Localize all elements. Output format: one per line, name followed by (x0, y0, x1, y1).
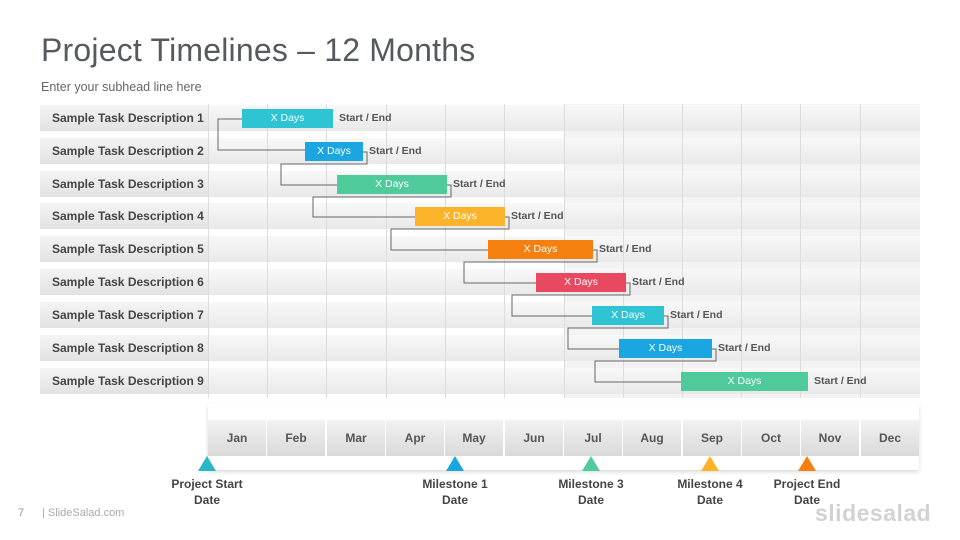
task-label: Sample Task Description 1 (40, 105, 208, 131)
task-connector (463, 249, 598, 284)
task-label: Sample Task Description 8 (40, 335, 208, 361)
task-bar[interactable]: X Days (337, 175, 447, 194)
milestone-label-line2: Date (193, 493, 220, 507)
task-row: Sample Task Description 3 (40, 171, 920, 197)
task-start-end-note: Start / End (511, 210, 564, 222)
month-label: May (445, 420, 503, 456)
task-connector (511, 282, 631, 317)
milestone-triangle-icon (446, 456, 464, 471)
milestone-label-line1: Project Start (171, 477, 243, 491)
task-start-end-note: Start / End (814, 375, 867, 387)
month-gridline (208, 104, 209, 398)
slide-subhead: Enter your subhead line here (41, 80, 202, 94)
month-gridline (386, 104, 387, 398)
task-start-end-note: Start / End (453, 178, 506, 190)
task-label: Sample Task Description 7 (40, 302, 208, 328)
task-start-end-note: Start / End (718, 342, 771, 354)
milestone-label: Milestone 4 Date (650, 476, 770, 508)
milestone-label-line1: Milestone 3 (558, 477, 624, 491)
milestone-label-line2: Date (696, 493, 723, 507)
month-label: Dec (861, 420, 919, 456)
milestone-triangle-icon (582, 456, 600, 471)
task-label: Sample Task Description 9 (40, 368, 208, 394)
task-row: Sample Task Description 6 (40, 269, 920, 295)
footer-brand: | SlideSalad.com (42, 507, 125, 519)
slidesalad-logo: slidesalad (815, 500, 932, 526)
task-label: Sample Task Description 3 (40, 171, 208, 197)
gantt-chart: Sample Task Description 1 Sample Task Des… (40, 104, 920, 398)
month-label: Jan (208, 420, 266, 456)
task-start-end-note: Start / End (599, 243, 652, 255)
task-start-end-note: Start / End (339, 112, 392, 124)
task-connector (390, 216, 510, 251)
month-gridline (682, 104, 683, 398)
month-label: Sep (683, 420, 741, 456)
milestone-label-line1: Milestone 1 (422, 477, 488, 491)
task-connector (217, 118, 305, 151)
task-start-end-note: Start / End (670, 309, 723, 321)
task-connectors (217, 118, 717, 383)
task-start-end-note: Start / End (632, 276, 685, 288)
month-label: Oct (742, 420, 800, 456)
task-bar[interactable]: X Days (242, 109, 333, 128)
milestone-label-line2: Date (577, 493, 604, 507)
month-label: Mar (327, 420, 385, 456)
milestone-label-line2: Date (441, 493, 468, 507)
milestone-label-line2: Date (793, 493, 820, 507)
month-gridline (623, 104, 624, 398)
task-label: Sample Task Description 6 (40, 269, 208, 295)
milestone-label: Project Start Date (147, 476, 267, 508)
task-bar[interactable]: X Days (488, 240, 593, 259)
task-label: Sample Task Description 4 (40, 203, 208, 229)
month-label: Nov (801, 420, 859, 456)
task-connector (280, 151, 368, 186)
task-connector (594, 348, 717, 383)
task-bar[interactable]: X Days (592, 306, 664, 325)
slide-title: Project Timelines – 12 Months (41, 32, 476, 68)
task-bar[interactable]: X Days (681, 372, 808, 391)
milestone-label: Milestone 1 Date (395, 476, 515, 508)
month-gridline (741, 104, 742, 398)
task-row: Sample Task Description 1 (40, 105, 920, 131)
month-label: Jun (505, 420, 563, 456)
milestone-label-line1: Project End (773, 477, 841, 491)
month-label: Feb (267, 420, 325, 456)
task-start-end-note: Start / End (369, 145, 422, 157)
month-gridline (445, 104, 446, 398)
month-label: Aug (623, 420, 681, 456)
month-label: Apr (386, 420, 444, 456)
task-bar[interactable]: X Days (536, 273, 626, 292)
task-connector (312, 184, 452, 218)
task-bar[interactable]: X Days (619, 339, 712, 358)
task-row: Sample Task Description 8 (40, 335, 920, 361)
task-bar[interactable]: X Days (415, 207, 505, 226)
task-bar[interactable]: X Days (305, 142, 363, 161)
milestone-triangle-icon (198, 456, 216, 471)
month-gridline (800, 104, 801, 398)
task-row: Sample Task Description 7 (40, 302, 920, 328)
month-gridline (326, 104, 327, 398)
month-label: Jul (564, 420, 622, 456)
task-row: Sample Task Description 2 (40, 138, 920, 164)
task-label: Sample Task Description 2 (40, 138, 208, 164)
milestone-triangle-icon (701, 456, 719, 471)
task-label: Sample Task Description 5 (40, 236, 208, 262)
month-gridline (267, 104, 268, 398)
milestone-label: Project End Date (747, 476, 867, 508)
month-gridline (860, 104, 861, 398)
milestone-label-line1: Milestone 4 (677, 477, 743, 491)
task-row: Sample Task Description 5 (40, 236, 920, 262)
milestone-label: Milestone 3 Date (531, 476, 651, 508)
page-number: 7 (18, 507, 25, 519)
task-connector (567, 315, 669, 350)
milestone-triangle-icon (798, 456, 816, 471)
